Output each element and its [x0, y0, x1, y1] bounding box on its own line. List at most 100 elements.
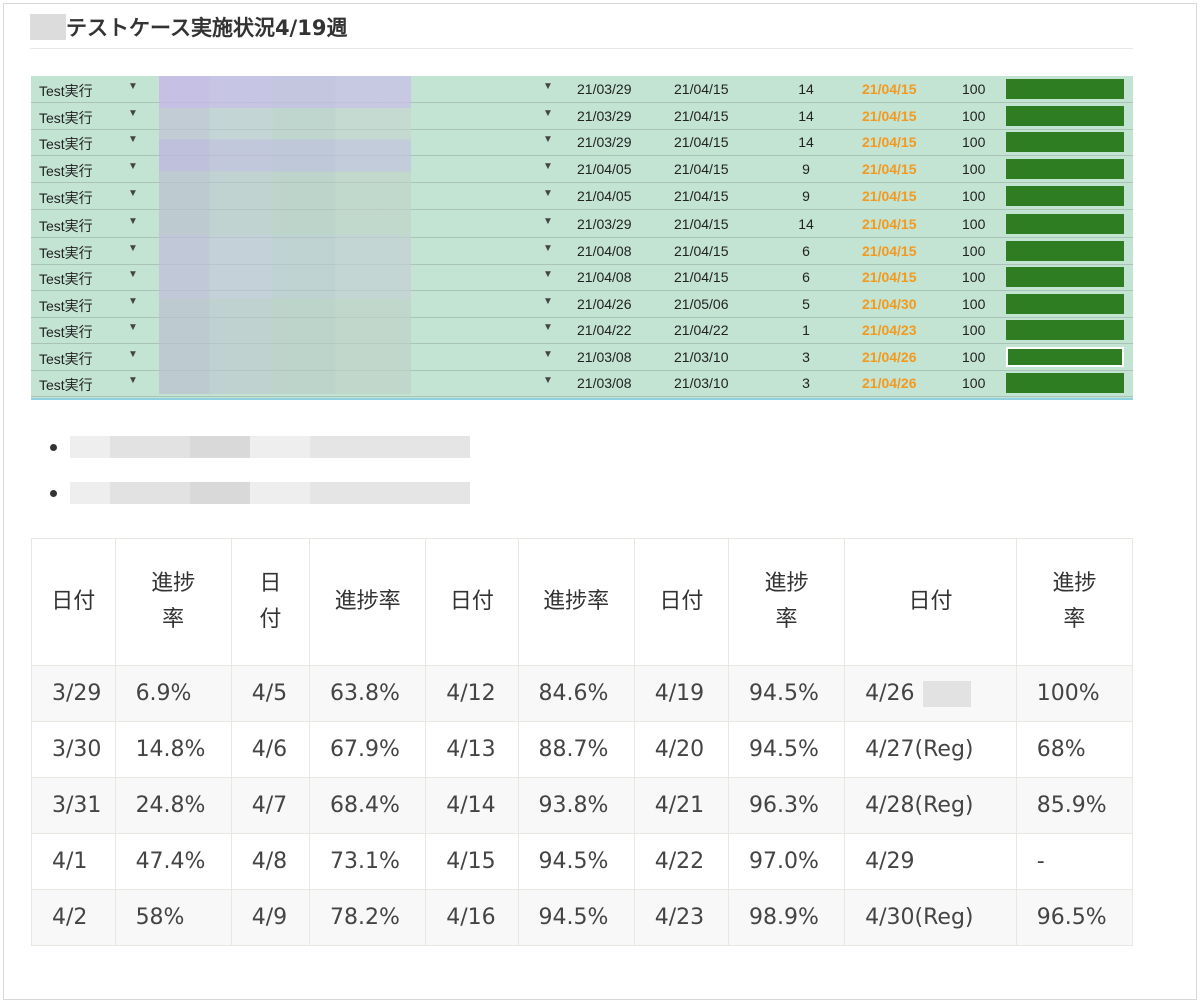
chevron-down-icon[interactable]: ▼: [543, 216, 553, 227]
start-date-cell: 21/04/22: [577, 322, 632, 338]
chevron-down-icon[interactable]: ▼: [543, 161, 553, 172]
chevron-down-icon[interactable]: ▼: [128, 188, 138, 199]
days-cell: 14: [798, 134, 814, 150]
chevron-down-icon[interactable]: ▼: [128, 134, 138, 145]
header-rate: 進捗率: [114, 538, 232, 666]
chevron-down-icon[interactable]: ▼: [128, 81, 138, 92]
date-text: 4/22: [654, 849, 705, 874]
chevron-down-icon[interactable]: ▼: [128, 296, 138, 307]
chevron-down-icon[interactable]: ▼: [128, 375, 138, 386]
chevron-down-icon[interactable]: ▼: [543, 322, 553, 333]
status-cell[interactable]: Test実行: [39, 110, 93, 126]
rate-text: 58%: [135, 905, 185, 930]
table-row: Test実行 ▼ ▼ 21/04/22 21/04/22 1 21/04/23 100: [31, 317, 1133, 344]
status-cell[interactable]: Test実行: [39, 324, 93, 340]
rate-cell: 100%: [1015, 665, 1133, 722]
date-text: 4/9: [251, 905, 288, 930]
status-cell[interactable]: Test実行: [39, 136, 93, 152]
header-rate: 進捗率: [1015, 538, 1133, 666]
status-cell[interactable]: Test実行: [39, 377, 93, 393]
percent-cell: 100: [962, 349, 986, 365]
end-date-cell: 21/04/15: [674, 134, 729, 150]
date-cell: 4/20: [633, 721, 729, 778]
rate-text: 68%: [1036, 737, 1086, 762]
date-cell: 4/1: [31, 833, 116, 890]
chevron-down-icon[interactable]: ▼: [543, 375, 553, 386]
chevron-down-icon[interactable]: ▼: [543, 81, 553, 92]
date-text: 4/20: [654, 737, 705, 762]
start-date-cell: 21/03/08: [577, 349, 632, 365]
status-cell[interactable]: Test実行: [39, 245, 93, 261]
status-cell[interactable]: Test実行: [39, 298, 93, 314]
date-cell: 4/5: [230, 665, 311, 722]
chevron-down-icon[interactable]: ▼: [543, 269, 553, 280]
actual-date-cell: 21/04/15: [862, 216, 917, 232]
status-cell[interactable]: Test実行: [39, 218, 93, 234]
rate-cell: 78.2%: [309, 889, 427, 946]
progress-table: 日付 進捗率 日付 進捗率 日付 進捗率 日付 進捗率 日付 進捗率 3/29 6…: [31, 538, 1133, 946]
chevron-down-icon[interactable]: ▼: [543, 108, 553, 119]
chevron-down-icon[interactable]: ▼: [543, 296, 553, 307]
percent-cell: 100: [962, 188, 986, 204]
start-date-cell: 21/04/05: [577, 161, 632, 177]
redacted-note: [922, 680, 971, 707]
end-date-cell: 21/04/15: [674, 81, 729, 97]
actual-date-cell: 21/04/15: [862, 108, 917, 124]
start-date-cell: 21/04/08: [577, 269, 632, 285]
end-date-cell: 21/05/06: [674, 296, 729, 312]
rate-cell: 94.5%: [727, 665, 846, 722]
chevron-down-icon[interactable]: ▼: [128, 243, 138, 254]
actual-date-cell: 21/04/26: [862, 349, 917, 365]
date-text: 4/16: [446, 905, 496, 930]
rate-text: 6.9%: [135, 681, 192, 706]
chevron-down-icon[interactable]: ▼: [128, 216, 138, 227]
table-row: Test実行 ▼ ▼ 21/03/29 21/04/15 14 21/04/15 100: [31, 76, 1133, 103]
date-text: 4/13: [446, 737, 496, 762]
date-text: 4/6: [251, 737, 288, 762]
table-row: Test実行 ▼ ▼ 21/03/29 21/04/15 14 21/04/15 100: [31, 103, 1133, 130]
chevron-down-icon[interactable]: ▼: [543, 188, 553, 199]
table-row: Test実行 ▼ ▼ 21/04/05 21/04/15 9 21/04/15 100: [31, 183, 1133, 210]
header-date: 日付: [425, 538, 519, 666]
rate-cell: 47.4%: [114, 833, 232, 890]
days-cell: 6: [802, 243, 810, 259]
table-row: 3/30 14.8% 4/6 67.9% 4/13 88.7% 4/20 94.5% 4/27(…: [31, 721, 1133, 778]
chevron-down-icon[interactable]: ▼: [128, 161, 138, 172]
redacted-text: [70, 482, 470, 504]
days-cell: 3: [802, 375, 810, 391]
status-cell[interactable]: Test実行: [39, 351, 93, 367]
rate-text: 84.6%: [538, 681, 609, 706]
chevron-down-icon[interactable]: ▼: [128, 269, 138, 280]
date-text: 4/23: [654, 905, 705, 930]
date-text: 4/15: [446, 849, 496, 874]
end-date-cell: 21/04/15: [674, 216, 729, 232]
status-cell[interactable]: Test実行: [39, 83, 93, 99]
rate-cell: 6.9%: [114, 665, 232, 722]
bullet-dot: [50, 490, 57, 497]
date-text: 3/31: [52, 793, 102, 818]
chevron-down-icon[interactable]: ▼: [543, 349, 553, 360]
date-text: 4/14: [446, 793, 496, 818]
actual-date-cell: 21/04/15: [862, 188, 917, 204]
chevron-down-icon[interactable]: ▼: [128, 349, 138, 360]
progress-bar: [1006, 159, 1124, 179]
percent-cell: 100: [962, 216, 986, 232]
rate-text: 97.0%: [748, 849, 819, 874]
chevron-down-icon[interactable]: ▼: [128, 108, 138, 119]
status-cell[interactable]: Test実行: [39, 190, 93, 206]
rate-text: 47.4%: [135, 849, 206, 874]
chevron-down-icon[interactable]: ▼: [543, 134, 553, 145]
actual-date-cell: 21/04/15: [862, 134, 917, 150]
rate-text: 85.9%: [1036, 793, 1107, 818]
date-text: 4/26: [865, 680, 915, 706]
chevron-down-icon[interactable]: ▼: [128, 322, 138, 333]
date-cell: 4/23: [633, 889, 729, 946]
header-rate: 進捗率: [727, 538, 846, 666]
chevron-down-icon[interactable]: ▼: [543, 243, 553, 254]
status-cell[interactable]: Test実行: [39, 271, 93, 287]
status-cell[interactable]: Test実行: [39, 163, 93, 179]
percent-cell: 100: [962, 269, 986, 285]
date-cell: 4/30(Reg): [844, 889, 1017, 946]
start-date-cell: 21/04/08: [577, 243, 632, 259]
date-cell: 4/9: [230, 889, 311, 946]
